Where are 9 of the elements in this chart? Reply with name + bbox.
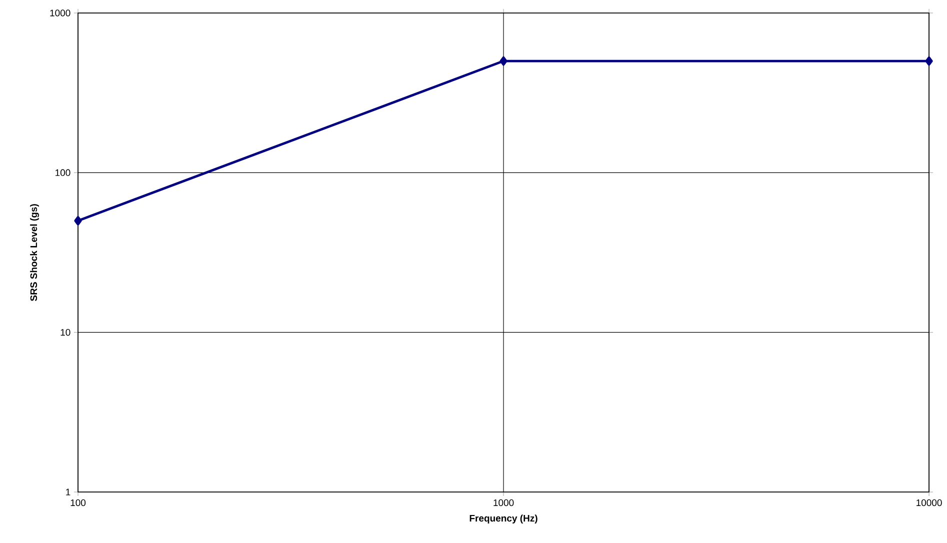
x-tick-label: 1000 [494,499,514,506]
x-tick-label: 10000 [916,499,942,506]
y-tick-label: 1 [66,488,70,496]
y-tick-label: 100 [56,169,70,176]
y-tick-label: 10 [60,328,70,336]
y-axis-title: SRS Shock Level (gs) [30,204,39,302]
x-tick-label: 100 [70,499,86,506]
x-axis-title: Frequency (Hz) [470,514,538,524]
y-tick-label: 1000 [50,10,70,16]
